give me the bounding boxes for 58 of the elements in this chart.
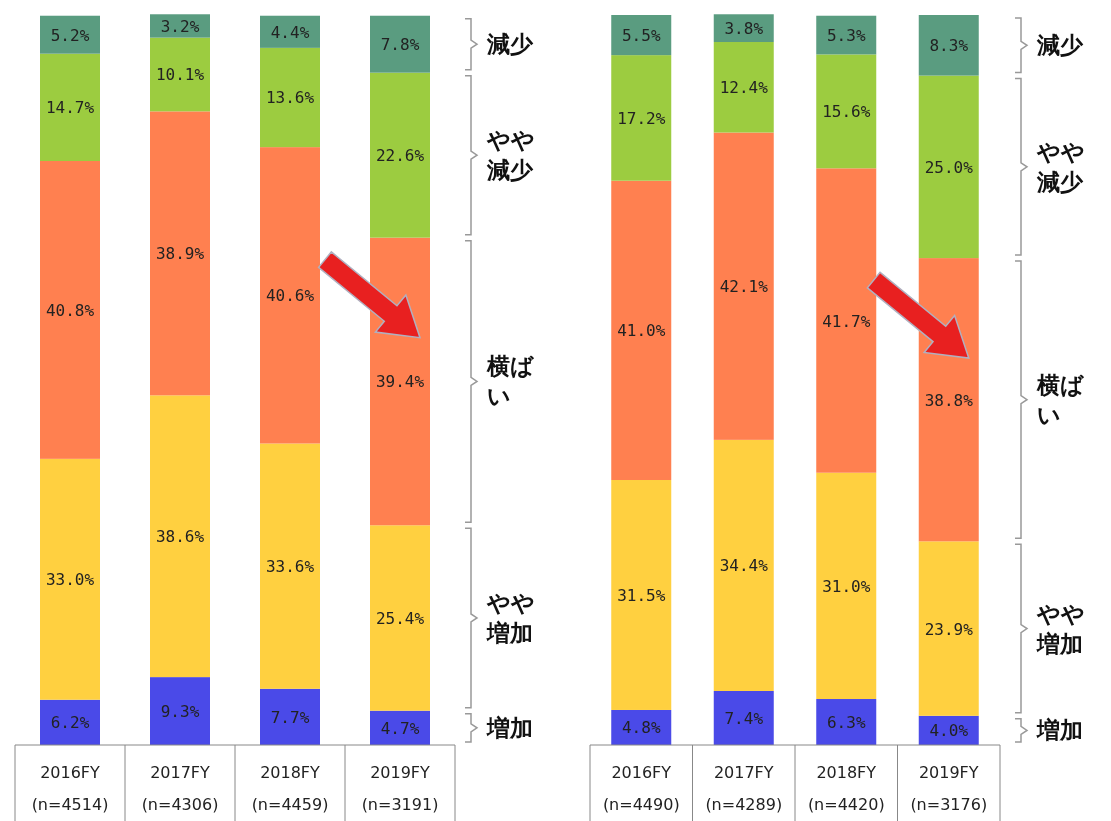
data-label: 6.3% xyxy=(826,713,866,733)
data-label: 6.2% xyxy=(50,713,90,733)
data-label: 42.1% xyxy=(719,277,769,297)
data-label: 5.5% xyxy=(621,26,661,46)
data-label: 7.7% xyxy=(270,707,310,727)
data-label: 15.6% xyxy=(822,102,871,122)
text: 増加 xyxy=(1036,717,1083,744)
data-label: 38.9% xyxy=(155,244,205,264)
data-label: 22.6% xyxy=(375,146,425,166)
data-label: 4.0% xyxy=(929,721,969,741)
data-label: 3.2% xyxy=(160,16,200,36)
data-label: 7.8% xyxy=(380,35,420,55)
x-tick-label: 2019FY (n=3176) xyxy=(910,763,988,814)
data-label: 13.6% xyxy=(265,88,315,108)
x-tick-label: 2016FY (n=4514) xyxy=(31,763,109,814)
text: 横ばい xyxy=(486,353,535,410)
x-tick-label: 2017FY (n=4289) xyxy=(705,763,783,814)
x-tick-label: 2018FY (n=4459) xyxy=(251,763,329,814)
data-label: 33.0% xyxy=(45,570,95,590)
text: 増加 xyxy=(486,714,533,741)
text: やや減少 xyxy=(1036,138,1085,195)
text: 減少 xyxy=(486,31,534,58)
data-label: 4.7% xyxy=(380,718,420,738)
data-label: 31.5% xyxy=(617,585,666,605)
data-label: 41.7% xyxy=(822,311,871,331)
data-label: 39.4% xyxy=(375,372,425,392)
text: やや増加 xyxy=(486,589,535,646)
data-label: 5.3% xyxy=(826,26,866,46)
text: 横ばい xyxy=(1036,371,1085,428)
x-tick-label: 2018FY (n=4420) xyxy=(807,763,885,814)
text: やや減少 xyxy=(486,127,535,184)
data-label: 8.3% xyxy=(929,36,969,56)
text: やや増加 xyxy=(1036,600,1085,657)
data-label: 40.8% xyxy=(45,300,95,320)
data-label: 25.0% xyxy=(924,157,974,177)
text: 減少 xyxy=(1036,32,1084,59)
data-label: 40.6% xyxy=(265,286,315,306)
data-label: 5.2% xyxy=(50,25,90,45)
x-tick-label: 2017FY (n=4306) xyxy=(141,763,219,814)
data-label: 17.2% xyxy=(617,108,666,128)
data-label: 31.0% xyxy=(822,576,871,596)
data-label: 14.7% xyxy=(45,98,95,118)
data-label: 38.8% xyxy=(924,390,974,410)
x-tick-label: 2016FY (n=4490) xyxy=(602,763,680,814)
data-label: 7.4% xyxy=(724,708,764,728)
data-label: 4.8% xyxy=(621,718,661,738)
data-label: 25.4% xyxy=(375,608,425,628)
data-label: 9.3% xyxy=(160,702,200,722)
data-label: 3.8% xyxy=(724,19,764,39)
data-label: 4.4% xyxy=(270,22,310,42)
data-label: 34.4% xyxy=(719,556,769,576)
data-label: 10.1% xyxy=(155,65,205,85)
data-label: 23.9% xyxy=(924,619,974,639)
data-label: 38.6% xyxy=(155,527,205,547)
x-tick-label: 2019FY (n=3191) xyxy=(361,763,439,814)
data-label: 33.6% xyxy=(265,557,315,577)
data-label: 41.0% xyxy=(617,321,666,341)
data-label: 12.4% xyxy=(719,78,769,98)
